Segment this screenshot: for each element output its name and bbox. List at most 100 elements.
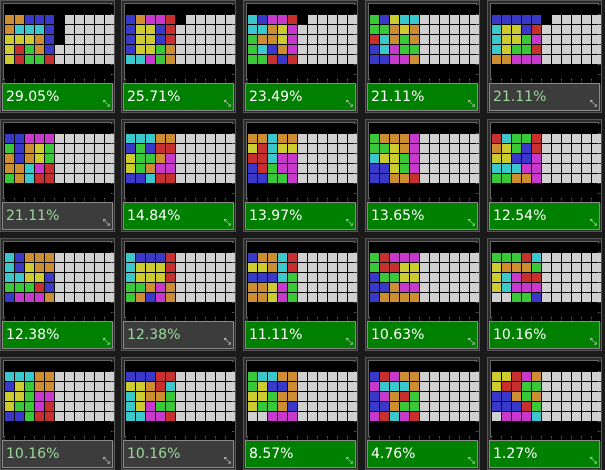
board-tile[interactable]: 12.38% ⤡ [121, 238, 236, 351]
percent-bar[interactable]: 10.63% ⤡ [367, 321, 478, 349]
percent-bar[interactable]: 21.11% ⤡ [367, 83, 478, 111]
board-tile[interactable]: 10.63% ⤡ [365, 238, 480, 351]
piece-cell [390, 392, 399, 401]
empty-cell [156, 313, 165, 322]
blank-cell [450, 144, 459, 153]
empty-cell [492, 75, 501, 84]
piece-cell [35, 263, 44, 272]
piece-cell [278, 55, 287, 64]
empty-cell [338, 75, 347, 84]
board-tile[interactable]: 12.38% ⤡ [0, 238, 115, 351]
percent-bar[interactable]: 13.97% ⤡ [245, 202, 356, 230]
percent-bar[interactable]: 21.11% ⤡ [489, 83, 600, 111]
board-tile[interactable]: 4.76% ⤡ [365, 357, 480, 470]
blank-cell [328, 164, 337, 173]
blank-cell [552, 263, 561, 272]
blank-cell [105, 15, 114, 24]
percent-bar[interactable]: 8.57% ⤡ [245, 440, 356, 468]
blank-cell [542, 283, 551, 292]
empty-cell [450, 184, 459, 193]
percent-bar[interactable]: 4.76% ⤡ [367, 440, 478, 468]
percent-bar[interactable]: 12.38% ⤡ [2, 321, 113, 349]
percent-bar[interactable]: 23.49% ⤡ [245, 83, 356, 111]
empty-cell [278, 303, 287, 312]
percent-bar[interactable]: 21.11% ⤡ [2, 202, 113, 230]
piece-cell [248, 253, 257, 262]
board-tile[interactable]: 1.27% ⤡ [487, 357, 602, 470]
board-tile[interactable]: 13.97% ⤡ [243, 119, 358, 232]
piece-cell [126, 402, 135, 411]
blank-cell [562, 164, 571, 173]
empty-cell [226, 75, 235, 84]
percent-bar[interactable]: 25.71% ⤡ [123, 83, 234, 111]
empty-cell [196, 75, 205, 84]
empty-cell [532, 422, 541, 431]
empty-cell [572, 422, 581, 431]
piece-cell [400, 412, 409, 421]
percent-bar[interactable]: 12.54% ⤡ [489, 202, 600, 230]
empty-cell [176, 303, 185, 312]
empty-cell [65, 5, 74, 14]
board-tile[interactable]: 21.11% ⤡ [487, 0, 602, 113]
piece-cell [126, 15, 135, 24]
blank-cell [75, 15, 84, 24]
blank-cell [430, 412, 439, 421]
piece-cell [146, 144, 155, 153]
percent-bar[interactable]: 1.27% ⤡ [489, 440, 600, 468]
percent-bar[interactable]: 10.16% ⤡ [489, 321, 600, 349]
empty-cell [258, 313, 267, 322]
percent-bar[interactable]: 11.11% ⤡ [245, 321, 356, 349]
empty-cell [318, 303, 327, 312]
empty-cell [512, 75, 521, 84]
blank-cell [176, 402, 185, 411]
piece-cell [492, 174, 501, 183]
percent-bar[interactable]: 14.84% ⤡ [123, 202, 234, 230]
empty-cell [512, 303, 521, 312]
board-tile[interactable]: 10.16% ⤡ [487, 238, 602, 351]
piece-cell [390, 55, 399, 64]
piece-cell [248, 45, 257, 54]
board-tile[interactable]: 10.16% ⤡ [121, 357, 236, 470]
empty-cell [176, 194, 185, 203]
empty-cell [85, 75, 94, 84]
blank-cell [562, 372, 571, 381]
blank-cell [95, 154, 104, 163]
board-tile[interactable]: 21.11% ⤡ [0, 119, 115, 232]
board-tile[interactable]: 23.49% ⤡ [243, 0, 358, 113]
percent-bar[interactable]: 10.16% ⤡ [2, 440, 113, 468]
empty-cell [542, 432, 551, 441]
percent-bar[interactable]: 12.38% ⤡ [123, 321, 234, 349]
empty-cell [318, 75, 327, 84]
blank-cell [226, 55, 235, 64]
board-tile[interactable]: 14.84% ⤡ [121, 119, 236, 232]
percent-bar[interactable]: 13.65% ⤡ [367, 202, 478, 230]
piece-cell [370, 283, 379, 292]
piece-cell [5, 15, 14, 24]
piece-cell [532, 45, 541, 54]
blank-cell [440, 15, 449, 24]
empty-cell [308, 313, 317, 322]
percent-bar[interactable]: 29.05% ⤡ [2, 83, 113, 111]
piece-cell [156, 392, 165, 401]
board-tile[interactable]: 8.57% ⤡ [243, 357, 358, 470]
board-tile[interactable]: 21.11% ⤡ [365, 0, 480, 113]
board-tile[interactable]: 25.71% ⤡ [121, 0, 236, 113]
blank-cell [308, 174, 317, 183]
board-tile[interactable]: 29.05% ⤡ [0, 0, 115, 113]
percent-bar[interactable]: 10.16% ⤡ [123, 440, 234, 468]
board-tile[interactable]: 10.16% ⤡ [0, 357, 115, 470]
piece-cell [166, 134, 175, 143]
board-tile[interactable]: 13.65% ⤡ [365, 119, 480, 232]
empty-cell [390, 303, 399, 312]
empty-cell [450, 65, 459, 74]
blank-cell [470, 283, 479, 292]
empty-cell [258, 303, 267, 312]
blank-cell [85, 164, 94, 173]
empty-cell [582, 362, 591, 371]
empty-cell [176, 422, 185, 431]
board-tile[interactable]: 12.54% ⤡ [487, 119, 602, 232]
board-tile[interactable]: 11.11% ⤡ [243, 238, 358, 351]
blank-cell [75, 174, 84, 183]
blank-cell [95, 15, 104, 24]
piece-cell [268, 25, 277, 34]
